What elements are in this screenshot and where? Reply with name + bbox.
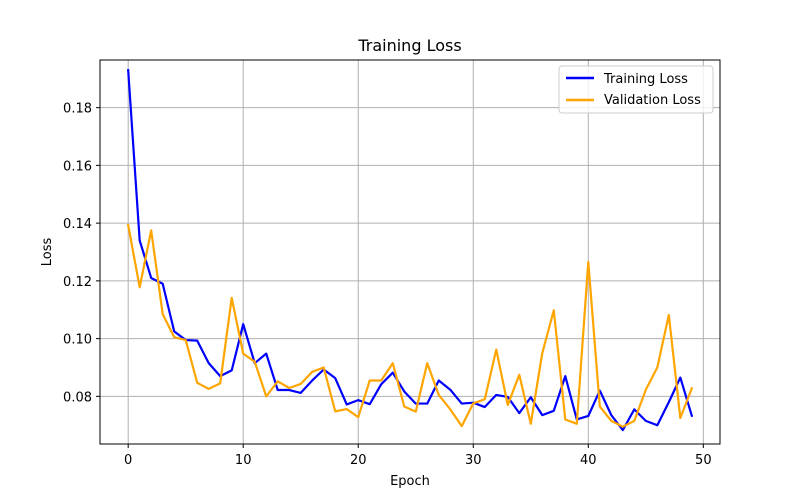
y-tick-label: 0.08 (63, 390, 92, 405)
x-tick-label: 0 (124, 453, 132, 468)
x-tick-label: 40 (580, 453, 597, 468)
x-axis-label: Epoch (390, 474, 430, 489)
x-tick-label: 10 (235, 453, 252, 468)
y-tick-label: 0.12 (63, 275, 92, 290)
y-tick-label: 0.18 (63, 102, 92, 117)
ticks: 0 10 20 30 40 50 0.08 0.10 0.12 0.14 0.16 0.18 (63, 102, 712, 468)
legend-label-validation: Validation Loss (604, 93, 701, 108)
y-tick-label: 0.10 (63, 333, 92, 348)
x-tick-label: 50 (695, 453, 712, 468)
grid (100, 60, 720, 444)
legend: Training Loss Validation Loss (558, 65, 714, 114)
legend-box (558, 65, 714, 114)
y-axis-label: Loss (40, 238, 55, 267)
x-tick-label: 20 (350, 453, 367, 468)
legend-label-training: Training Loss (603, 72, 688, 87)
chart-title: Training Loss (357, 36, 461, 55)
plot-frame (99, 59, 721, 445)
y-tick-label: 0.16 (63, 159, 92, 174)
x-tick-label: 30 (465, 453, 482, 468)
validation-loss-line (126, 223, 694, 428)
series-lines (126, 68, 694, 432)
y-tick-label: 0.14 (63, 217, 92, 232)
